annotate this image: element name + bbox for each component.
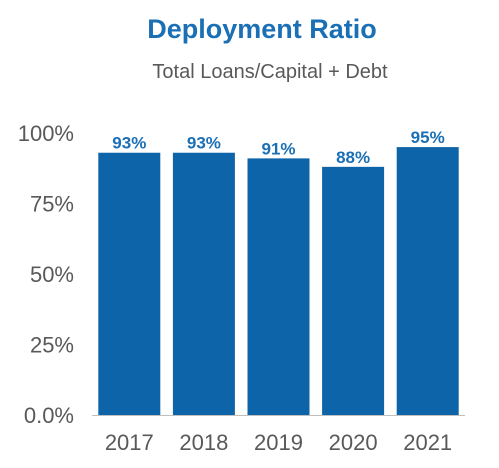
data-label-2018: 93%: [187, 134, 221, 153]
bar-2021: [396, 147, 459, 415]
data-label-2017: 93%: [112, 134, 146, 153]
y-tick-label: 0.0%: [24, 403, 74, 428]
chart-subtitle: Total Loans/Capital + Debt: [152, 61, 388, 83]
x-tick-label-2017: 2017: [105, 430, 154, 455]
x-tick-label-2019: 2019: [254, 430, 303, 455]
data-label-2019: 91%: [261, 139, 295, 158]
chart-title: Deployment Ratio: [147, 14, 377, 44]
y-tick-label: 25%: [30, 333, 74, 358]
data-label-2021: 95%: [411, 128, 445, 147]
data-labels: 93% 93% 91% 88% 95%: [112, 128, 444, 167]
bar-2018: [172, 152, 235, 416]
y-tick-label: 100%: [18, 121, 74, 146]
bars: [98, 147, 459, 416]
y-axis-ticks: 0.0% 25% 50% 75% 100%: [18, 121, 74, 428]
x-axis-ticks: 2017 2018 2019 2020 2021: [105, 430, 452, 455]
data-label-2020: 88%: [336, 148, 370, 167]
y-tick-label: 50%: [30, 262, 74, 287]
bar-2019: [247, 158, 310, 415]
bar-2017: [98, 152, 161, 416]
bar-2020: [322, 166, 385, 415]
x-tick-label-2021: 2021: [403, 430, 452, 455]
y-tick-label: 75%: [30, 192, 74, 217]
x-tick-label-2018: 2018: [179, 430, 228, 455]
x-tick-label-2020: 2020: [329, 430, 378, 455]
